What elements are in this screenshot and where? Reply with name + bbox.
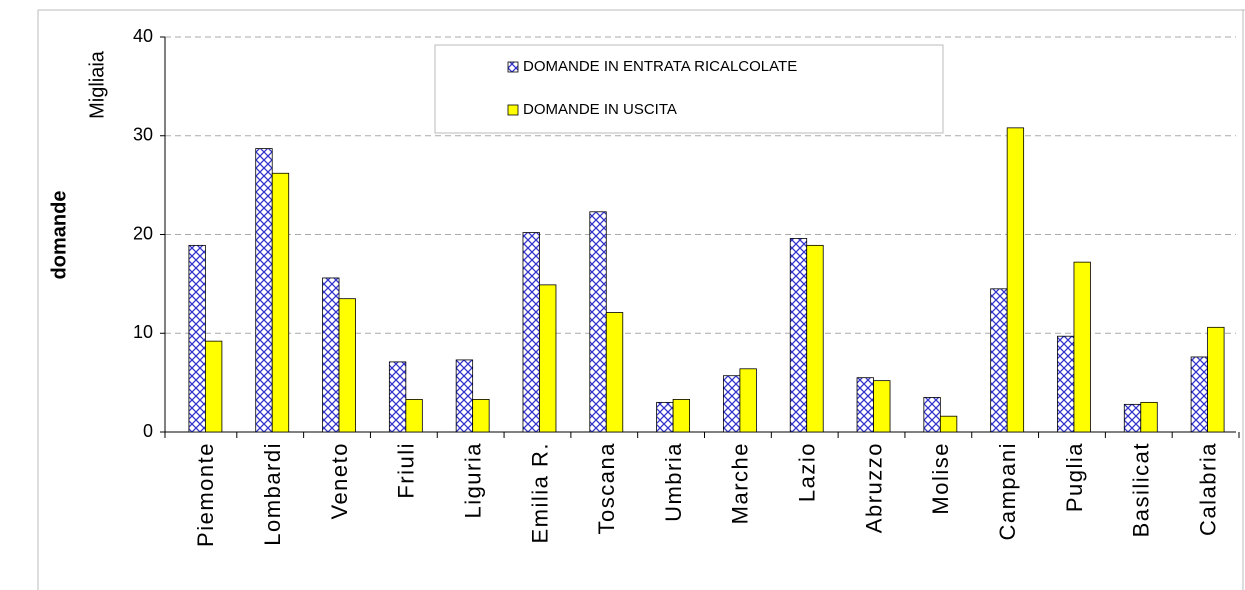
bar (873, 380, 891, 433)
x-tick-label: Friuli (394, 442, 419, 499)
bar (806, 244, 824, 433)
bar (205, 340, 223, 433)
y-unit-label: Migliaia (86, 50, 108, 119)
bar (405, 399, 423, 433)
bar (1006, 127, 1025, 433)
x-tick-label: Marche (728, 442, 753, 524)
bar (271, 172, 290, 433)
bar (522, 232, 540, 433)
legend-box (434, 44, 944, 134)
bar (605, 312, 624, 433)
x-tick-label: Umbria (661, 442, 686, 522)
x-tick-label: Veneto (327, 442, 352, 520)
x-tick-label: Toscana (594, 442, 619, 534)
x-tick-label: Abruzzo (861, 442, 886, 533)
x-tick-label: Liguria (460, 442, 485, 519)
y-tick-label: 10 (133, 322, 153, 342)
bar (1140, 401, 1158, 433)
x-tick-label: Campani (995, 442, 1020, 541)
x-tick-label: Molise (928, 442, 953, 515)
bar (1057, 335, 1075, 433)
x-tick-label: Basilicat (1129, 442, 1154, 537)
bar (990, 288, 1008, 433)
legend-label: DOMANDE IN USCITA (523, 101, 677, 118)
y-tick-label: 30 (133, 125, 153, 145)
bar (739, 368, 757, 433)
bar (1207, 326, 1225, 433)
x-tick-label: Lazio (795, 442, 820, 502)
bar (923, 397, 941, 433)
x-tick-label: Calabria (1195, 442, 1220, 536)
bar (589, 211, 607, 433)
legend-swatch (507, 104, 519, 116)
bar (472, 399, 490, 433)
x-tick-label: Emilia R. (527, 442, 552, 544)
bar (255, 148, 273, 433)
bar (1123, 403, 1142, 433)
bar (672, 399, 690, 433)
bar (188, 244, 206, 433)
bar (856, 377, 874, 433)
bar (723, 375, 741, 433)
bar (1190, 356, 1208, 433)
y-tick-label: 40 (133, 26, 153, 46)
bar (539, 284, 557, 433)
y-tick-label: 20 (133, 223, 153, 243)
y-tick-label: 0 (143, 421, 153, 441)
x-tick-label: Piemonte (193, 442, 218, 547)
y-axis-label: domande (48, 191, 70, 280)
x-tick-label: Puglia (1062, 442, 1087, 512)
bar (656, 401, 674, 433)
bar (388, 361, 407, 433)
bar (789, 238, 808, 433)
legend-label: DOMANDE IN ENTRATA RICALCOLATE (523, 58, 797, 75)
x-tick-label: Lombardi (260, 442, 285, 546)
bar (455, 359, 474, 433)
legend-swatch (507, 61, 519, 73)
bar (1073, 261, 1091, 433)
bar (939, 415, 958, 433)
bar (322, 277, 340, 433)
bar (338, 298, 356, 433)
